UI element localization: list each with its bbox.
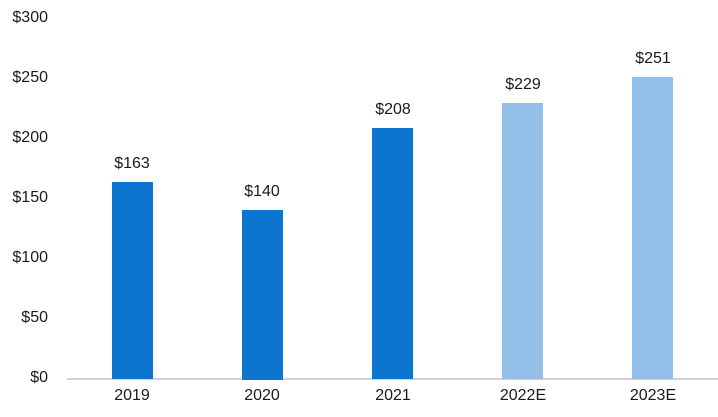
y-axis-tick-label: $150	[12, 189, 48, 206]
bar-value-label: $251	[635, 49, 671, 67]
bar-value-label: $208	[375, 101, 411, 119]
bar-2023e	[632, 76, 673, 380]
bar-2022e	[502, 103, 543, 380]
y-axis-tick-label: $200	[12, 129, 48, 146]
y-axis-tick-label: $100	[12, 249, 48, 266]
y-axis-tick-label: $250	[12, 69, 48, 86]
bar-2021	[372, 128, 413, 380]
y-axis-tick-label: $0	[30, 369, 48, 386]
x-axis-category-label: 2019	[114, 387, 150, 404]
bar-value-label: $140	[244, 183, 280, 200]
bar-value-label: $229	[505, 76, 541, 94]
x-axis-category-label: 2023E	[629, 387, 677, 404]
x-axis-category-label: 2021	[375, 387, 411, 404]
y-axis-tick-label: $300	[12, 9, 48, 26]
bar-2019	[112, 182, 153, 380]
x-axis-category-label: 2022E	[499, 387, 547, 404]
bar-2020	[242, 210, 283, 380]
bar-value-label: $163	[114, 155, 150, 173]
y-axis-tick-label: $50	[21, 309, 48, 326]
x-axis-category-label: 2020	[244, 387, 280, 404]
